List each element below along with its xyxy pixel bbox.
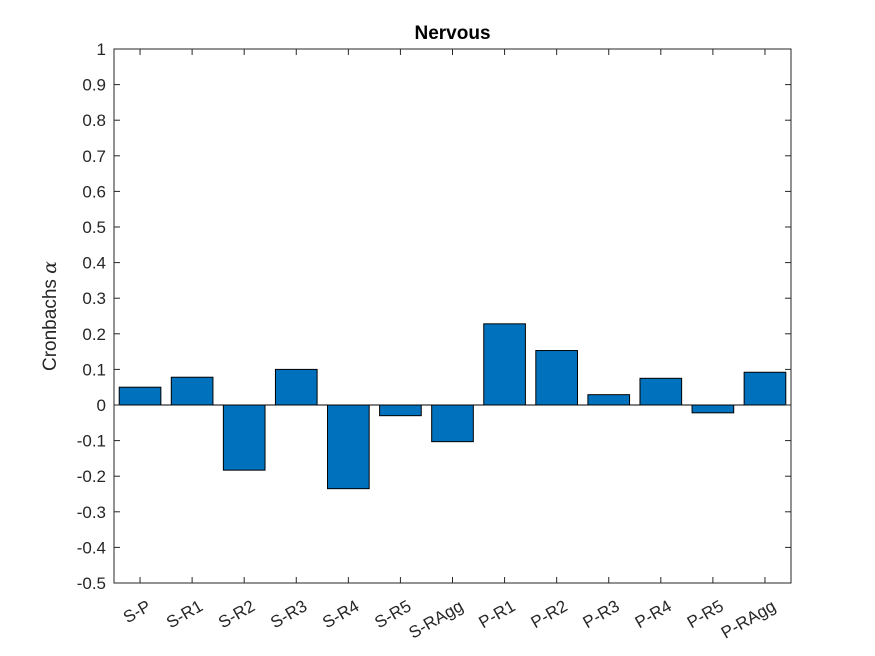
bar-p-r2 (535, 350, 578, 406)
bar-s-ragg (431, 404, 474, 443)
x-tick-label: S-R3 (267, 596, 310, 632)
x-tick-label: P-R4 (632, 596, 675, 632)
y-tick-label: 0.8 (82, 111, 106, 130)
bar-p-r5 (691, 404, 735, 414)
y-tick-label: -0.5 (77, 574, 106, 593)
bar-s-r2 (222, 404, 266, 471)
y-axis-label: Cronbachs α (39, 261, 61, 371)
bar-s-r5 (379, 404, 422, 417)
x-tick-label: P-R3 (580, 596, 623, 632)
bar-p-r3 (587, 394, 631, 406)
y-tick-label: -0.2 (77, 467, 106, 486)
bar-p-r4 (639, 377, 683, 406)
x-tick-label: P-RAgg (718, 596, 779, 642)
y-tick-label: 0.1 (82, 360, 106, 379)
bar-s-r1 (170, 376, 214, 406)
y-tick-label: 0.9 (82, 76, 106, 95)
y-tick-label: 0.3 (82, 289, 106, 308)
y-tick-label: 0.6 (82, 182, 106, 201)
bars-group (118, 323, 787, 490)
y-axis-label-text: Cronbachs (40, 279, 61, 371)
y-tick-label: -0.4 (77, 538, 106, 557)
y-tick-label: 0.5 (82, 218, 106, 237)
y-axis-ticks: -0.5 -0.4 -0.3 -0.2 -0.1 0 0.1 0.2 0.3 0.4 0.5 0.6 0… (77, 40, 791, 593)
y-tick-label: -0.1 (77, 432, 106, 451)
bar-s-r3 (274, 368, 318, 406)
plot-area (114, 49, 791, 583)
y-tick-label: 0 (97, 396, 106, 415)
y-tick-label: 0.2 (82, 325, 106, 344)
chart-title: Nervous (414, 23, 490, 44)
x-tick-label: P-R2 (528, 596, 571, 632)
x-tick-label: S-P (120, 596, 154, 627)
x-tick-label: S-R2 (215, 596, 258, 632)
bar-s-r4 (327, 404, 370, 490)
x-tick-label: S-RAgg (405, 596, 466, 642)
bar-s-p (118, 386, 162, 406)
y-axis-label-symbol: α (39, 261, 61, 274)
y-tick-label: 0.7 (82, 147, 106, 166)
x-tick-label: S-R1 (163, 596, 206, 632)
y-tick-label: 1 (97, 40, 106, 59)
bar-p-r1 (483, 323, 526, 406)
bar-p-ragg (743, 371, 787, 406)
y-tick-label: 0.4 (82, 254, 106, 273)
x-tick-label: S-R4 (319, 596, 362, 632)
y-tick-label: -0.3 (77, 503, 106, 522)
x-tick-label: P-R1 (476, 596, 519, 632)
